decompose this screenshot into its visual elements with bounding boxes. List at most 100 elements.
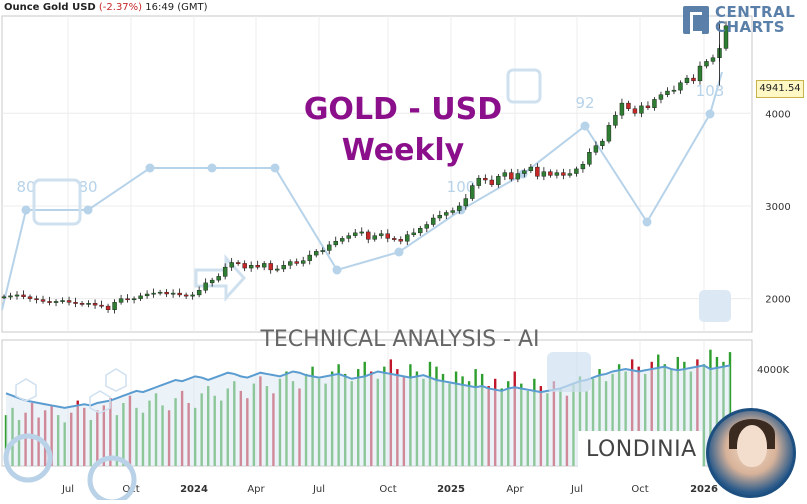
londinia-label: LONDINIA (586, 437, 697, 462)
avatar (706, 408, 796, 498)
candle-body (196, 290, 202, 296)
chart-watermark-icon (32, 178, 82, 226)
arrow-circle-icon (3, 433, 53, 483)
candle-body (183, 294, 189, 297)
last-price-tag: 4941.54 (756, 80, 804, 98)
candle-body (255, 265, 260, 268)
candle-body (574, 168, 579, 174)
candle-body (626, 102, 631, 109)
candle-body (444, 212, 449, 216)
candle-body (678, 82, 683, 91)
candle-body (333, 240, 338, 246)
compass-watermark-icon (506, 68, 542, 104)
score-point (580, 121, 590, 131)
candle-body (645, 105, 651, 108)
avatar-face (737, 425, 767, 467)
y-tick-label: 3000 (765, 202, 790, 213)
y-tick-label: 4000 (765, 109, 790, 120)
candle-body (587, 152, 592, 165)
candle-body (73, 302, 78, 304)
candle-body (684, 77, 690, 83)
candle-body (229, 262, 234, 268)
x-tick-label: Oct (631, 484, 648, 495)
candle-body (112, 302, 117, 310)
candle-body (125, 298, 130, 301)
candle-body (418, 228, 423, 234)
candle-body (535, 166, 540, 177)
score-line (1, 71, 723, 311)
candle-body (307, 254, 312, 261)
score-point (332, 265, 342, 275)
candle-body (144, 293, 150, 297)
candle-body (619, 102, 625, 116)
candle-body (665, 90, 670, 95)
candle-body (431, 217, 436, 225)
candle-body (463, 198, 469, 207)
candle-body (27, 296, 33, 299)
logo-text-line1: CENTRAL (715, 3, 796, 21)
centralcharts-logo[interactable]: CENTRAL CHARTS (683, 5, 801, 37)
candle-body (164, 291, 169, 295)
x-tick-label: 2024 (180, 484, 208, 495)
x-tick-label: 2026 (690, 484, 718, 495)
candle-body (209, 279, 215, 284)
candle-body (242, 263, 247, 269)
candle-body (190, 294, 195, 297)
candle-body (34, 298, 39, 301)
candle-body (8, 295, 13, 298)
score-label: 92 (575, 94, 594, 112)
candle-body (40, 299, 46, 302)
candle-body (691, 77, 696, 82)
candle-body (346, 235, 351, 239)
x-tick-label: 2025 (437, 484, 465, 495)
x-tick-label: Jul (570, 484, 583, 495)
candle-body (470, 185, 475, 199)
price-panel-frame (1, 15, 753, 333)
candle-body (379, 233, 384, 236)
instrument-name: Ounce Gold USD (4, 2, 96, 13)
candle-body (600, 140, 605, 146)
candle-body (483, 177, 488, 181)
candle-body (554, 172, 560, 176)
candle-body (1, 296, 7, 299)
candle-body (561, 172, 566, 176)
x-tick-label: Apr (247, 484, 265, 495)
score-point (21, 205, 31, 215)
candle-body (274, 268, 280, 271)
price-change: (-2.37%) (98, 2, 143, 13)
candle-body (359, 231, 364, 234)
candle-body (86, 303, 91, 305)
x-tick-label: Oct (379, 484, 396, 495)
candle-body (613, 114, 618, 126)
candle-body (79, 303, 85, 305)
hexagon-icon (15, 378, 37, 402)
analysis-caption: TECHNICAL ANALYSIS - AI (259, 327, 539, 352)
chart-subtitle: Weekly (342, 133, 465, 168)
candle-body (47, 301, 52, 303)
score-point (705, 109, 715, 119)
candle-body (287, 261, 293, 266)
candle-body (541, 171, 547, 177)
londinia-badge[interactable]: LONDINIA (578, 431, 702, 467)
candle-body (710, 57, 716, 62)
candle-body (170, 292, 176, 295)
score-label: 80 (78, 178, 97, 196)
candle-body (593, 145, 599, 153)
candle-body (157, 291, 163, 294)
candle-body (411, 232, 416, 235)
candle-body (203, 282, 208, 291)
score-point (270, 163, 280, 173)
report-watermark-icon (547, 352, 591, 392)
score-label: 80 (16, 178, 35, 196)
score-label: 100 (447, 178, 476, 196)
candle-body (658, 94, 664, 100)
x-tick-label: Jul (312, 484, 325, 495)
hexagon-icon (105, 368, 127, 392)
candle-body (281, 265, 286, 270)
candle-body (66, 300, 72, 303)
candle-body (366, 231, 371, 240)
candle-body (261, 263, 267, 268)
y-tick-label: 2000 (765, 295, 790, 306)
candle-body (671, 89, 677, 92)
